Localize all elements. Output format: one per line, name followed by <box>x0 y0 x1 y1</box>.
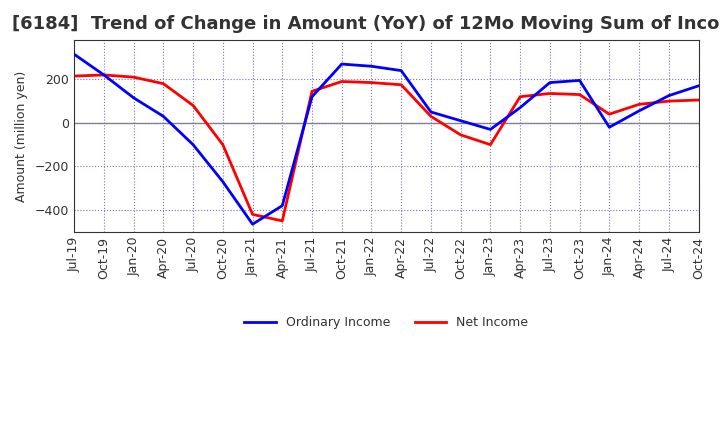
Ordinary Income <box>307 94 316 99</box>
Ordinary Income <box>635 108 644 114</box>
Ordinary Income <box>189 142 197 147</box>
Ordinary Income <box>70 51 78 57</box>
Net Income <box>248 212 257 217</box>
Ordinary Income <box>486 127 495 132</box>
Ordinary Income <box>516 105 524 110</box>
Net Income <box>70 73 78 79</box>
Ordinary Income <box>427 110 436 115</box>
Ordinary Income <box>546 80 554 85</box>
Ordinary Income <box>605 125 613 130</box>
Ordinary Income <box>278 203 287 208</box>
Net Income <box>189 103 197 108</box>
Net Income <box>665 99 673 104</box>
Net Income <box>367 80 376 85</box>
Ordinary Income <box>694 83 703 88</box>
Net Income <box>546 91 554 96</box>
Net Income <box>456 132 465 138</box>
Ordinary Income <box>397 68 405 73</box>
Ordinary Income <box>575 78 584 83</box>
Y-axis label: Amount (million yen): Amount (million yen) <box>15 70 28 202</box>
Net Income <box>130 74 138 80</box>
Net Income <box>338 79 346 84</box>
Title: [6184]  Trend of Change in Amount (YoY) of 12Mo Moving Sum of Incomes: [6184] Trend of Change in Amount (YoY) o… <box>12 15 720 33</box>
Legend: Ordinary Income, Net Income: Ordinary Income, Net Income <box>240 311 534 334</box>
Line: Net Income: Net Income <box>74 75 698 221</box>
Ordinary Income <box>159 114 168 119</box>
Net Income <box>605 111 613 117</box>
Ordinary Income <box>338 62 346 67</box>
Line: Ordinary Income: Ordinary Income <box>74 54 698 224</box>
Net Income <box>159 81 168 86</box>
Net Income <box>99 72 108 77</box>
Net Income <box>278 218 287 224</box>
Ordinary Income <box>248 222 257 227</box>
Net Income <box>427 114 436 119</box>
Ordinary Income <box>367 64 376 69</box>
Net Income <box>218 142 227 147</box>
Ordinary Income <box>130 95 138 100</box>
Ordinary Income <box>665 93 673 98</box>
Net Income <box>516 94 524 99</box>
Net Income <box>575 92 584 97</box>
Net Income <box>694 97 703 103</box>
Ordinary Income <box>99 72 108 77</box>
Ordinary Income <box>218 179 227 184</box>
Net Income <box>635 102 644 107</box>
Net Income <box>486 142 495 147</box>
Net Income <box>307 89 316 94</box>
Net Income <box>397 82 405 88</box>
Ordinary Income <box>456 118 465 123</box>
